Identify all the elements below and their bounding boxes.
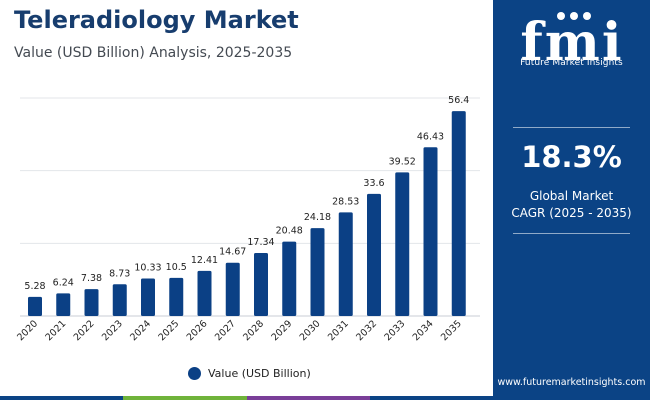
bar-chart: 5.28 2020 6.24 2021 7.38 2022 8.73 2023 10.33 202… [15, 95, 480, 343]
data-label-2021: 6.24 [53, 277, 74, 288]
bar-2034 [423, 147, 438, 316]
data-label-2022: 7.38 [81, 273, 102, 284]
x-tick-2030: 2030 [298, 318, 323, 343]
data-label-2028: 17.34 [247, 237, 274, 248]
x-tick-2031: 2031 [326, 318, 351, 343]
cagr-label: Global Market CAGR (2025 - 2035) [493, 188, 650, 222]
bar-2029 [282, 241, 297, 316]
logo-globe-icon-2 [570, 12, 578, 20]
bar-2025 [169, 277, 184, 316]
x-tick-2028: 2028 [241, 318, 266, 343]
x-tick-2022: 2022 [72, 318, 97, 343]
bar-2031 [338, 212, 353, 316]
data-label-2024: 10.33 [134, 262, 161, 273]
logo-globe-icon-3 [583, 12, 591, 20]
side-panel: fmi Future Market Insights 18.3% Global … [493, 0, 650, 400]
chart-title: Teleradiology Market [14, 6, 299, 34]
data-label-2032: 33.6 [363, 178, 384, 189]
x-tick-2021: 2021 [43, 318, 68, 343]
bar-2028 [254, 252, 268, 316]
bar-2026 [197, 270, 212, 316]
x-tick-2035: 2035 [439, 318, 464, 343]
legend-swatch [188, 367, 201, 380]
x-tick-2027: 2027 [213, 318, 238, 343]
website-link[interactable]: www.futuremarketinsights.com [497, 377, 646, 388]
data-label-2034: 46.43 [417, 131, 444, 142]
data-label-2026: 12.41 [191, 255, 218, 266]
bar-2024 [141, 278, 155, 316]
data-label-2027: 14.67 [219, 247, 246, 258]
data-label-2023: 8.73 [109, 268, 130, 279]
bar-2027 [225, 262, 240, 316]
stripe-segment-4 [369, 396, 493, 400]
brand-name: Future Market Insights [520, 58, 623, 68]
legend-label: Value (USD Billion) [208, 367, 311, 380]
cagr-label-line2: CAGR (2025 - 2035) [511, 206, 632, 220]
fmi-logo: fmi [520, 12, 623, 72]
x-tick-2023: 2023 [100, 318, 125, 343]
stripe-segment-3 [246, 396, 370, 400]
panel-divider-top [513, 127, 630, 128]
data-label-2031: 28.53 [332, 196, 359, 207]
bar-2032 [367, 193, 381, 316]
cagr-value: 18.3% [521, 140, 622, 174]
bar-2030 [310, 228, 325, 316]
stripe-segment-1 [0, 396, 124, 400]
data-label-2030: 24.18 [304, 212, 331, 223]
bar-2020 [28, 296, 42, 316]
bottom-color-stripe [0, 396, 493, 400]
x-tick-2026: 2026 [185, 318, 210, 343]
bar-2033 [395, 172, 410, 316]
bar-2022 [84, 289, 99, 316]
data-label-2029: 20.48 [276, 226, 303, 237]
x-tick-2033: 2033 [382, 318, 407, 343]
panel-divider-bottom [513, 233, 630, 234]
bar-2023 [112, 284, 127, 316]
chart-subtitle: Value (USD Billion) Analysis, 2025-2035 [14, 45, 293, 61]
bar-2035 [451, 111, 466, 316]
data-label-2020: 5.28 [24, 281, 45, 292]
x-tick-2029: 2029 [269, 318, 294, 343]
x-tick-2020: 2020 [15, 318, 40, 343]
x-tick-2025: 2025 [156, 318, 181, 343]
bar-2021 [56, 293, 71, 316]
fmi-logo-wordmark: fmi [520, 12, 623, 72]
logo-globe-icon-1 [557, 12, 565, 20]
chart-legend: Value (USD Billion) [188, 367, 311, 380]
cagr-label-line1: Global Market [529, 189, 614, 203]
data-label-2035: 56.4 [448, 95, 469, 106]
stripe-segment-2 [123, 396, 247, 400]
x-tick-2032: 2032 [354, 318, 379, 343]
data-label-2025: 10.5 [166, 262, 187, 273]
x-tick-2024: 2024 [128, 318, 153, 343]
x-tick-2034: 2034 [411, 318, 436, 343]
data-label-2033: 39.52 [389, 156, 416, 167]
